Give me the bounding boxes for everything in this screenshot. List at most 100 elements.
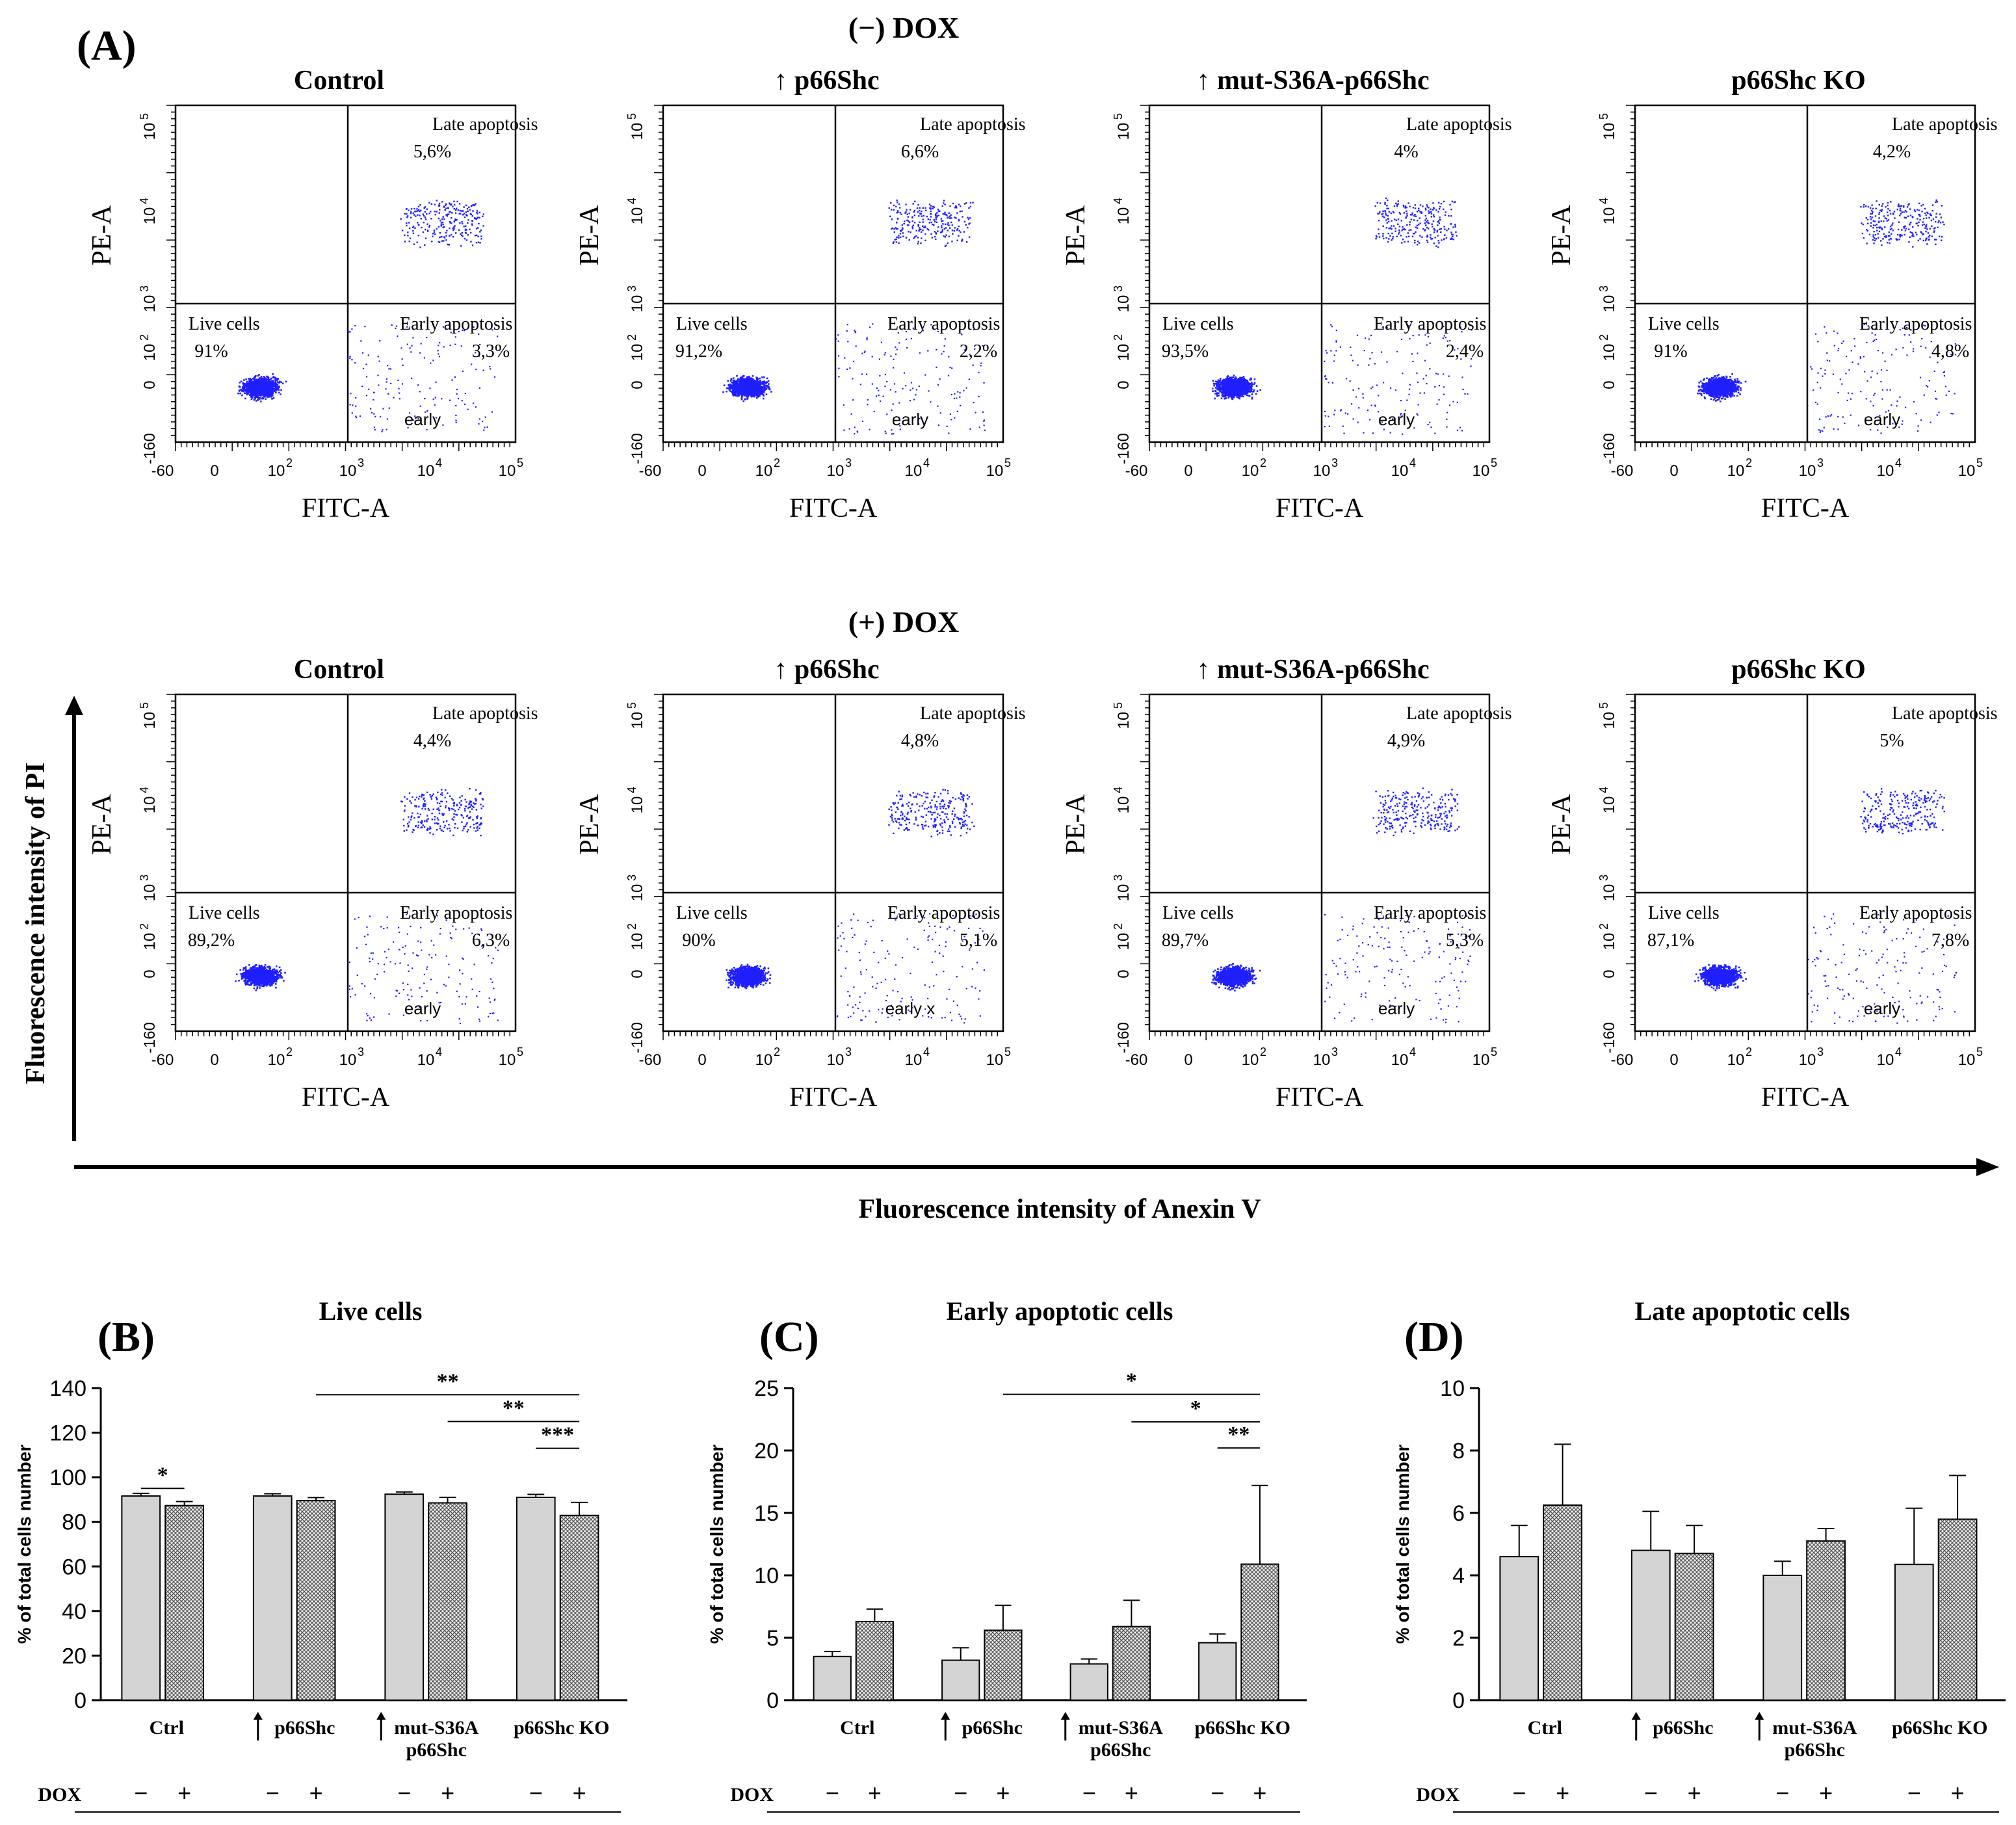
early-apoptosis-dot (471, 363, 473, 365)
early-apoptosis-dot (956, 397, 958, 399)
late-apoptosis-dot (441, 218, 443, 220)
late-apoptosis-dot (891, 218, 893, 220)
late-apoptosis-dot (897, 210, 899, 212)
early-apoptosis-dot (475, 369, 477, 371)
early-apoptosis-dot (915, 394, 917, 396)
late-apoptosis-dot (441, 201, 443, 203)
live-cell-dot (765, 384, 767, 387)
early-apoptosis-dot (420, 343, 422, 345)
live-cell-dot (255, 379, 257, 381)
late-apoptosis-dot (969, 202, 972, 204)
late-apoptosis-dot (444, 209, 446, 211)
live-cell-dot (239, 389, 241, 391)
late-apoptosis-dot (471, 215, 473, 217)
early-apoptosis-dot (411, 377, 413, 379)
late-apoptosis-dot (917, 224, 919, 226)
late-apoptosis-dot (471, 220, 473, 222)
live-cell-dot (248, 387, 250, 389)
late-apoptosis-dot (475, 228, 478, 230)
early-apoptosis-dot (442, 424, 444, 426)
late-apoptosis-dot (417, 205, 420, 207)
late-apoptosis-dot (947, 242, 949, 244)
late-apoptosis-dot (930, 213, 932, 215)
live-cell-dot (248, 388, 251, 390)
early-apoptosis-dot (400, 347, 402, 349)
late-apoptosis-dot (454, 212, 457, 214)
live-cell-dot (255, 400, 257, 402)
live-cell-dot (732, 389, 735, 392)
early-apoptosis-dot (365, 376, 368, 378)
late-apoptosis-dot (917, 237, 919, 239)
early-apoptosis-dot (980, 362, 982, 364)
late-apoptosis-dot (434, 233, 436, 235)
late-apoptosis-dot (465, 204, 467, 206)
late-apoptosis-dot (910, 231, 911, 233)
live-cell-dot (742, 386, 745, 388)
live-cell-dot (739, 390, 741, 392)
live-cell-dot (244, 384, 246, 386)
live-cell-dot (1233, 374, 1235, 376)
live-cell-dot (260, 400, 262, 402)
early-apoptosis-dot (939, 378, 941, 380)
live-cell-dot (261, 377, 264, 380)
late-apoptosis-dot (477, 241, 480, 243)
late-apoptosis-dot (478, 222, 480, 225)
late-apoptosis-dot (948, 235, 950, 237)
early-apoptosis-dot (373, 413, 375, 415)
late-apoptosis-dot (890, 209, 893, 211)
live-cell-dot (745, 389, 747, 391)
early-apoptosis-dot (349, 356, 351, 358)
early-apoptosis-dot (891, 429, 893, 431)
live-cell-dot (270, 395, 272, 397)
early-apoptosis-dot (432, 399, 434, 400)
late-apoptosis-dot (936, 233, 937, 235)
late-apoptosis-dot (921, 215, 923, 217)
early-apoptosis-dot (356, 417, 358, 419)
late-apoptosis-dot (461, 232, 464, 234)
live-cell-dot (252, 397, 254, 399)
late-apoptosis-dot (941, 225, 943, 227)
late-apoptosis-dot (892, 242, 895, 244)
late-apoptosis-dot (465, 229, 467, 231)
early-apoptosis-dot (451, 379, 453, 381)
y-tick-label: -160 (629, 433, 646, 464)
early-apoptosis-dot (349, 357, 351, 359)
live-cell-dot (748, 375, 750, 378)
late-apoptosis-dot (950, 221, 952, 224)
late-apoptosis-dot (432, 233, 434, 235)
early-apoptosis-dot (910, 389, 911, 391)
late-apoptosis-dot (423, 222, 425, 224)
late-apoptosis-dot (961, 238, 963, 241)
live-cell-dot (259, 397, 261, 399)
early-apoptosis-dot (455, 419, 457, 421)
live-cell-dot (755, 376, 757, 378)
live-cell-dot (252, 387, 254, 389)
early-apoptosis-dot (434, 397, 436, 399)
late-apoptosis-dot (425, 237, 427, 239)
live-cell-dot (257, 374, 259, 377)
early-apoptosis-dot (409, 347, 411, 349)
live-cell-dot (1220, 378, 1222, 380)
late-apoptosis-dot (936, 215, 938, 217)
early-apoptosis-dot (889, 389, 891, 391)
early-apoptosis-dot (378, 360, 380, 362)
live-cell-dot (278, 391, 280, 394)
early-apoptosis-dot (944, 338, 946, 340)
y-tick-label: 10 (141, 123, 159, 140)
live-cell-dot (759, 391, 761, 393)
late-apoptosis-dot (440, 224, 443, 226)
late-apoptosis-dot (478, 211, 480, 214)
late-apoptosis-dot (425, 218, 427, 220)
live-cell-dot (271, 398, 273, 400)
early-apoptosis-dot (361, 352, 364, 354)
late-apoptosis-dot (962, 216, 963, 218)
late-apoptosis-dot (918, 228, 921, 231)
late-apoptosis-dot (416, 241, 418, 243)
late-apoptosis-dot (954, 205, 957, 207)
live-cell-dot (280, 389, 282, 391)
late-apoptosis-dot (453, 208, 455, 210)
late-apoptosis-dot (442, 224, 444, 226)
late-apoptosis-dot (408, 240, 410, 243)
late-apoptosis-dot (413, 226, 415, 228)
